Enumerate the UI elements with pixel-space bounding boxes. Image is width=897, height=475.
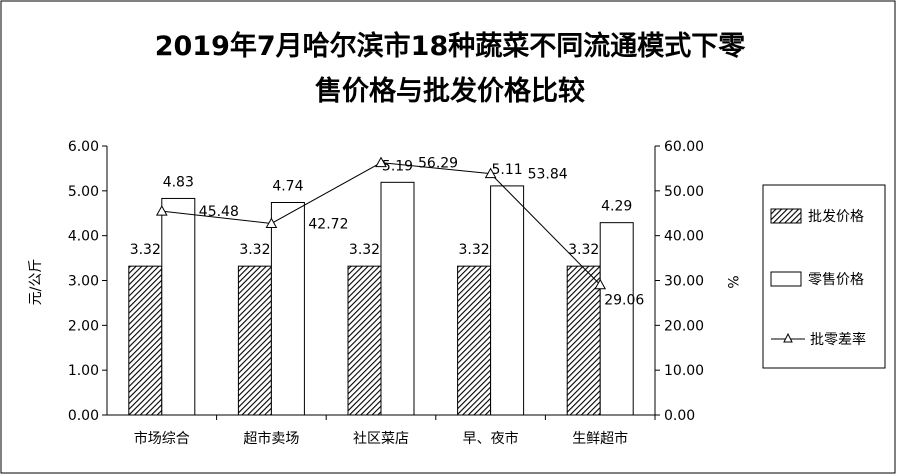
legend: 批发价格 零售价格 批零差率: [762, 184, 886, 369]
point-rate: [484, 167, 497, 179]
data-label-retail: 4.74: [272, 178, 303, 194]
bar-retail: [490, 185, 525, 416]
bar-wholesale: [128, 265, 163, 416]
y-tick-label: 1.00: [68, 363, 99, 379]
y-axis-label: 元/公斤: [28, 259, 44, 306]
legend-swatch-retail: [770, 271, 802, 287]
data-label-wholesale: 3.32: [349, 242, 380, 258]
point-rate: [265, 217, 278, 228]
data-label-wholesale: 3.32: [459, 242, 490, 258]
bar-retail: [270, 201, 305, 416]
legend-swatch-wholesale: [770, 208, 802, 224]
data-label-retail: 4.83: [163, 174, 194, 190]
legend-marker-rate: [783, 332, 793, 343]
x-tick-label: 早、夜市: [463, 430, 519, 447]
data-label-rate: 45.48: [199, 204, 239, 220]
y2-tick-label: 0.00: [664, 408, 695, 424]
y2-tick-label: 50.00: [664, 184, 704, 200]
legend-label-rate: 批零差率: [810, 331, 866, 348]
data-label-wholesale: 3.32: [568, 242, 599, 258]
y-tick-label: 3.00: [68, 274, 99, 290]
y2-tick-label: 60.00: [664, 139, 704, 155]
legend-label-retail: 零售价格: [808, 272, 864, 288]
point-rate: [155, 205, 168, 216]
x-tick-label: 市场综合: [134, 430, 190, 447]
y2-tick-label: 20.00: [664, 318, 704, 334]
data-label-wholesale: 3.32: [130, 242, 161, 258]
data-label-retail: 4.29: [601, 199, 632, 215]
data-label-retail: 5.19: [382, 158, 413, 174]
y-tick-label: 4.00: [68, 229, 99, 245]
x-tick-label: 生鲜超市: [572, 430, 628, 447]
data-label-rate: 29.06: [604, 293, 644, 309]
bar-wholesale: [347, 265, 382, 416]
bar-retail: [380, 181, 415, 416]
data-label-rate: 42.72: [308, 216, 348, 232]
data-label-rate: 56.29: [418, 156, 458, 172]
point-rate: [594, 278, 607, 290]
bar-wholesale: [237, 265, 272, 416]
y2-tick-label: 10.00: [664, 363, 704, 379]
y2-axis-label: %: [724, 275, 740, 288]
point-rate: [375, 156, 387, 168]
data-label-retail: 5.11: [492, 162, 523, 178]
bar-retail: [599, 222, 634, 416]
chart-title-line1: 2019年7月哈尔滨市18种蔬菜不同流通模式下零: [155, 30, 747, 62]
legend-label-wholesale: 批发价格: [808, 209, 864, 225]
y-tick-label: 5.00: [68, 184, 99, 200]
data-label-wholesale: 3.32: [239, 242, 270, 258]
bar-retail: [161, 197, 196, 416]
x-tick-label: 社区菜店: [353, 431, 409, 447]
chart-title-line2: 售价格与批发价格比较: [315, 75, 585, 107]
y2-tick-label: 30.00: [664, 274, 704, 290]
y-tick-label: 6.00: [68, 139, 99, 155]
x-tick-label: 超市卖场: [243, 430, 299, 447]
data-label-rate: 53.84: [528, 167, 568, 183]
bar-wholesale: [457, 265, 492, 416]
y-tick-label: 0.00: [68, 408, 99, 424]
y-tick-label: 2.00: [68, 318, 99, 334]
y2-tick-label: 40.00: [664, 229, 704, 245]
bar-wholesale: [566, 265, 601, 416]
